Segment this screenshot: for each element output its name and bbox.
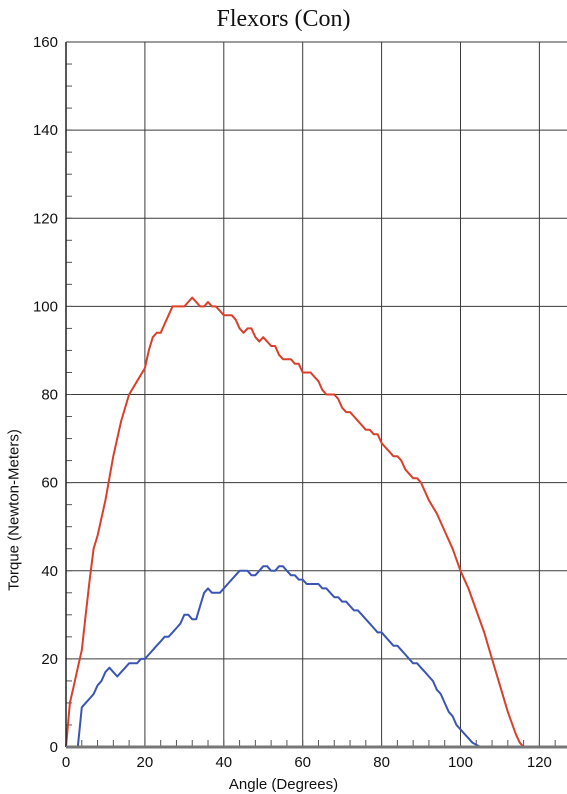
y-tick-label: 0 [50, 739, 58, 756]
x-tick-label: 40 [215, 754, 232, 771]
x-tick-label: 120 [527, 754, 552, 771]
y-tick-label: 120 [33, 210, 58, 227]
series-line-1 [65, 296, 540, 748]
axes [65, 41, 567, 749]
y-tick-label: 60 [41, 475, 58, 492]
x-tick-label: 80 [373, 754, 390, 771]
tick-labels: 0 20 40 60 80 100 120 0 20 40 60 80 100 120 140 160 [33, 34, 552, 771]
chart-title: Flexors (Con) [216, 6, 351, 32]
y-tick-label: 20 [41, 651, 58, 668]
x-axis-label: Angle (Degrees) [228, 776, 339, 793]
x-tick-label: 60 [294, 754, 311, 771]
x-tick-label: 100 [448, 754, 473, 771]
y-tick-label: 160 [33, 34, 58, 51]
minor-ticks [65, 41, 556, 748]
series-layer [65, 296, 540, 748]
x-tick-label: 20 [137, 754, 154, 771]
y-tick-label: 140 [33, 122, 58, 139]
y-tick-label: 100 [33, 298, 58, 315]
y-tick-label: 80 [41, 387, 58, 404]
x-tick-label: 0 [62, 754, 70, 771]
grid [66, 41, 567, 747]
series-line-2 [76, 565, 540, 748]
y-tick-label: 40 [41, 563, 58, 580]
